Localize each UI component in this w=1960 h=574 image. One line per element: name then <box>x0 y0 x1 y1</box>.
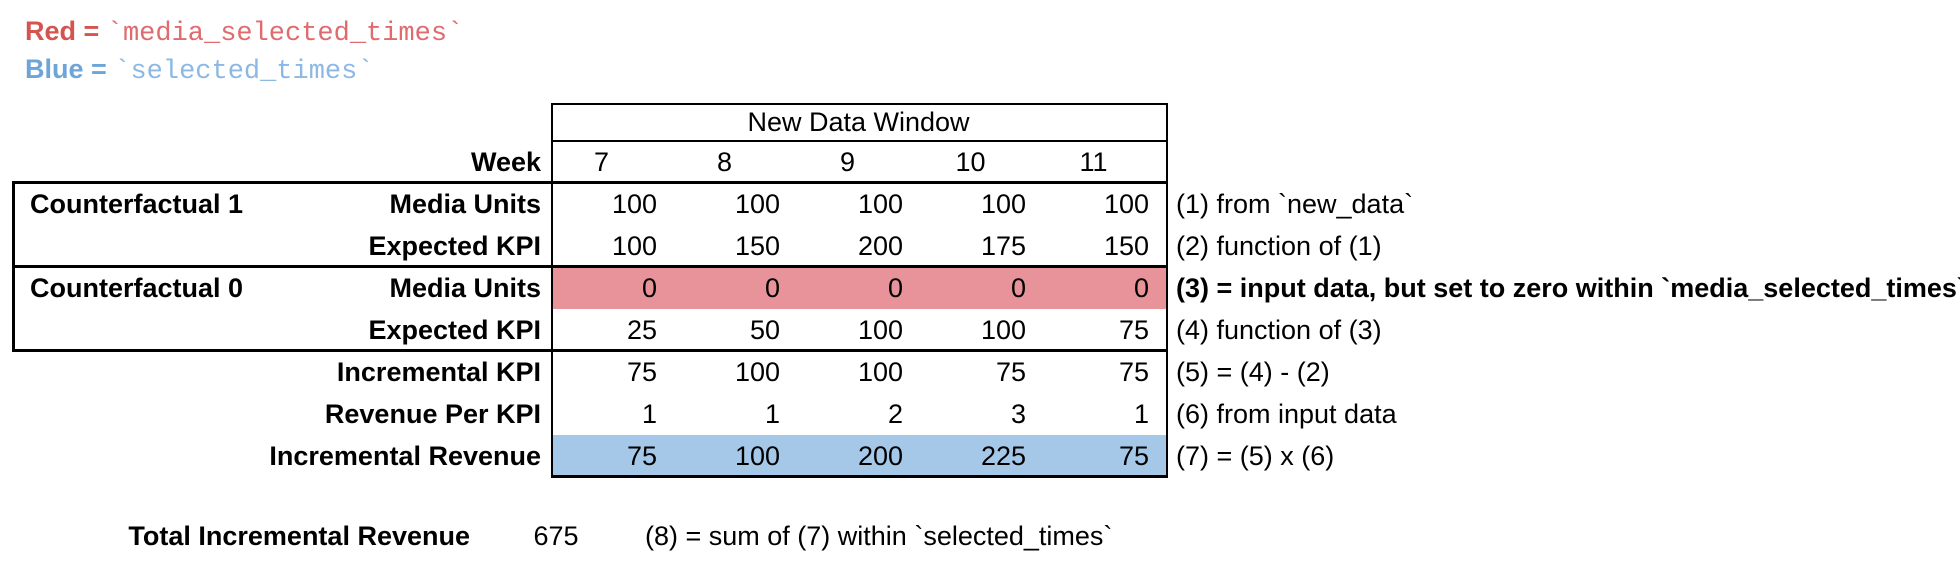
data-cell: 100 <box>611 231 657 261</box>
data-cell: 75 <box>626 357 657 387</box>
legend-red-code: `media_selected_times` <box>106 19 464 49</box>
table-row-media-units-cf1: Counterfactual 1 Media Units 100 100 100… <box>0 183 1960 225</box>
group-label-counterfactual-1: Counterfactual 1 <box>30 189 244 219</box>
row-note: (6) from input data <box>1176 399 1397 429</box>
data-cell: 100 <box>857 315 903 345</box>
new-data-window-header: New Data Window <box>747 107 970 137</box>
data-cell: 150 <box>1103 231 1149 261</box>
data-cell: 1 <box>641 399 657 429</box>
total-value: 675 <box>533 521 579 551</box>
week-cell: 10 <box>955 147 986 177</box>
data-cell: 100 <box>857 189 903 219</box>
border-left-data <box>551 103 553 478</box>
data-cell: 175 <box>980 231 1026 261</box>
row-label: Media Units <box>389 273 541 303</box>
border-right-data <box>1166 103 1168 478</box>
data-cell: 3 <box>1010 399 1026 429</box>
data-cell: 75 <box>995 357 1026 387</box>
data-cell: 2 <box>887 399 903 429</box>
group-label-counterfactual-0: Counterfactual 0 <box>30 273 244 303</box>
week-cell: 8 <box>716 147 733 177</box>
data-cell: 50 <box>749 315 780 345</box>
legend: Red = `media_selected_times` Blue = `sel… <box>25 12 463 88</box>
row-note: (5) = (4) - (2) <box>1176 357 1330 387</box>
data-cell: 150 <box>734 231 780 261</box>
data-cell: 75 <box>1118 315 1149 345</box>
row-label: Expected KPI <box>368 231 541 261</box>
legend-blue-label: Blue = <box>25 54 115 84</box>
table-row-incremental-kpi: Incremental KPI 75 100 100 75 75 (5) = (… <box>0 351 1960 393</box>
red-highlight-band <box>553 267 1166 309</box>
week-cell: 9 <box>839 147 856 177</box>
blue-highlight-band <box>553 435 1166 475</box>
table-row-incremental-revenue: Incremental Revenue 75 100 200 225 75 (7… <box>0 435 1960 477</box>
legend-blue-line: Blue = `selected_times` <box>25 50 463 88</box>
data-cell: 200 <box>857 441 903 471</box>
row-note: (4) function of (3) <box>1176 315 1382 345</box>
data-cell: 225 <box>980 441 1026 471</box>
row-label: Incremental KPI <box>336 357 541 387</box>
data-cell: 100 <box>734 357 780 387</box>
data-cell: 100 <box>611 189 657 219</box>
data-cell: 0 <box>1133 273 1149 303</box>
row-label: Expected KPI <box>368 315 541 345</box>
row-label: Revenue Per KPI <box>324 399 541 429</box>
data-cell: 100 <box>734 441 780 471</box>
data-cell: 100 <box>980 315 1026 345</box>
data-cell: 1 <box>1133 399 1149 429</box>
table-row-revenue-per-kpi: Revenue Per KPI 1 1 2 3 1 (6) from input… <box>0 393 1960 435</box>
data-cell: 0 <box>887 273 903 303</box>
border-counterfactual-divider <box>12 265 1168 268</box>
border-left-box <box>12 181 15 352</box>
data-cell: 75 <box>1118 357 1149 387</box>
row-note: (1) from `new_data` <box>1176 189 1414 219</box>
legend-red-line: Red = `media_selected_times` <box>25 12 463 50</box>
data-cell: 25 <box>626 315 657 345</box>
row-note: (2) function of (1) <box>1176 231 1382 261</box>
row-label: Incremental Revenue <box>269 441 541 471</box>
total-note: (8) = sum of (7) within `selected_times` <box>645 521 1113 551</box>
row-note: (7) = (5) x (6) <box>1176 441 1335 471</box>
data-cell: 100 <box>734 189 780 219</box>
week-row: Week 7 8 9 10 11 <box>0 142 1960 183</box>
data-cell: 75 <box>1118 441 1149 471</box>
legend-blue-code: `selected_times` <box>114 57 374 87</box>
border-top-data <box>551 103 1168 105</box>
week-cell: 11 <box>1079 147 1108 177</box>
week-cell: 7 <box>593 147 610 177</box>
table-row-expected-kpi-cf1: Expected KPI 100 150 200 175 150 (2) fun… <box>0 225 1960 267</box>
border-bottom-data <box>551 475 1168 478</box>
data-cell: 0 <box>1010 273 1026 303</box>
row-note: (3) = input data, but set to zero within… <box>1176 273 1960 303</box>
data-cell: 100 <box>980 189 1026 219</box>
legend-red-label: Red = <box>25 16 107 46</box>
border-counterfactual0-bottom <box>12 349 1168 352</box>
data-cell: 0 <box>641 273 657 303</box>
row-label: Media Units <box>389 189 541 219</box>
data-cell: 100 <box>857 357 903 387</box>
header-row: New Data Window <box>0 103 1960 142</box>
data-cell: 100 <box>1103 189 1149 219</box>
week-row-label: Week <box>470 147 541 177</box>
data-cell: 1 <box>764 399 780 429</box>
total-label: Total Incremental Revenue <box>128 521 470 551</box>
total-row: Total Incremental Revenue 675 (8) = sum … <box>0 516 1960 556</box>
table-row-media-units-cf0: Counterfactual 0 Media Units 0 0 0 0 0 (… <box>0 267 1960 309</box>
table-row-expected-kpi-cf0: Expected KPI 25 50 100 100 75 (4) functi… <box>0 309 1960 351</box>
data-cell: 200 <box>857 231 903 261</box>
data-cell: 0 <box>764 273 780 303</box>
border-under-week <box>12 181 1168 184</box>
data-cell: 75 <box>626 441 657 471</box>
border-under-header <box>551 140 1168 142</box>
